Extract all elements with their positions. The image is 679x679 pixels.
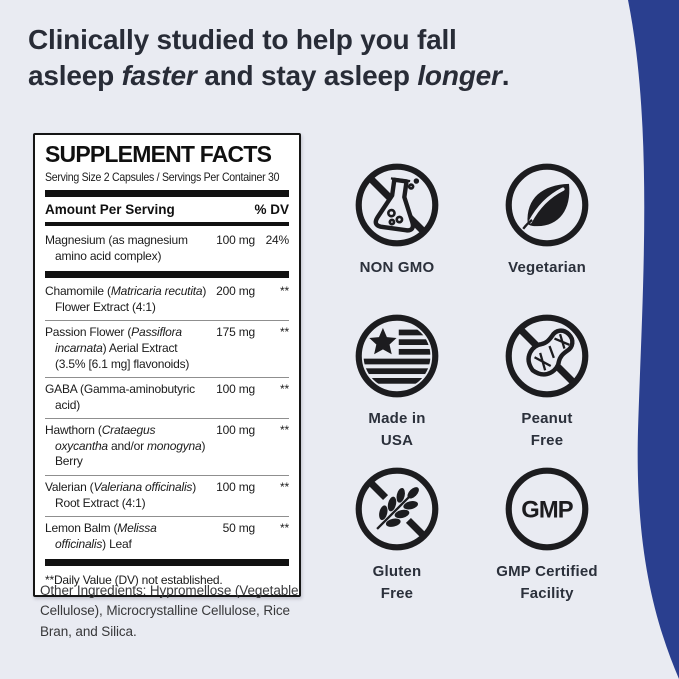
ingredient-name: GABA (Gamma-aminobutyric acid)	[45, 382, 195, 412]
gmp-circle-icon: GMP	[505, 467, 589, 551]
ingredient-dv: **	[280, 480, 289, 495]
headline-period: .	[501, 59, 510, 91]
badge-label-made-in-usa: Made in USA	[368, 410, 426, 449]
headline-line2-mid: and stay asleep	[196, 59, 418, 91]
no-gmo-flask-icon	[355, 163, 439, 247]
certification-badges: NON GMO Vegetarian	[322, 161, 632, 605]
ingredient-row: Lemon Balm (Melissa officinalis) Leaf 50 …	[45, 517, 289, 557]
facts-column-header: Amount Per Serving % DV	[45, 199, 289, 220]
ingredient-name: Valerian (Valeriana officinalis) Root Ex…	[45, 480, 197, 510]
badge-non-gmo: NON GMO	[353, 161, 441, 279]
ingredient-amount: 100 mg	[216, 232, 255, 247]
ingredient-row: Passion Flower (Passiflora incarnata) Ae…	[45, 321, 289, 377]
no-wheat-icon	[355, 467, 439, 551]
divider-thin	[45, 376, 289, 378]
ingredient-row: Hawthorn (Crataegus oxycantha and/or mon…	[45, 419, 289, 475]
badge-label-vegetarian: Vegetarian	[508, 259, 586, 276]
badge-gluten-free: Gluten Free	[353, 465, 441, 605]
ingredient-amount: 200 mg	[216, 284, 255, 299]
divider-thin	[45, 319, 289, 321]
supplement-facts-panel: SUPPLEMENT FACTS Serving Size 2 Capsules…	[33, 133, 301, 597]
divider-thin	[45, 515, 289, 517]
ingredient-row: Chamomile (Matricaria recutita) Flower E…	[45, 280, 289, 320]
badge-label-gmp-certified: GMP Certified Facility	[496, 563, 598, 602]
headline-emphasis-faster: faster	[121, 59, 197, 91]
ingredient-dv: **	[280, 382, 289, 397]
divider-thin	[45, 474, 289, 476]
badge-peanut-free: Peanut Free	[503, 312, 591, 452]
ingredient-amount: 175 mg	[216, 325, 255, 340]
amount-per-serving-label: Amount Per Serving	[45, 202, 175, 218]
headline-line2-start: asleep	[28, 59, 122, 91]
divider-thin	[45, 417, 289, 419]
ingredient-row: GABA (Gamma-aminobutyric acid) 100 mg **	[45, 378, 289, 418]
badge-label-non-gmo: NON GMO	[359, 259, 435, 276]
ingredient-name: Chamomile (Matricaria recutita) Flower E…	[45, 284, 207, 314]
headline-emphasis-longer: longer	[417, 59, 502, 91]
badge-made-in-usa: Made in USA	[353, 312, 441, 452]
ingredient-name: Hawthorn (Crataegus oxycantha and/or mon…	[45, 423, 206, 469]
daily-value-footnote: **Daily Value (DV) not established.	[45, 572, 223, 587]
ingredient-amount: 100 mg	[216, 480, 255, 495]
badge-gmp-certified: GMP GMP Certified Facility	[496, 465, 598, 605]
ingredient-name: Lemon Balm (Melissa officinalis) Leaf	[45, 521, 157, 551]
serving-size-line: Serving Size 2 Capsules / Servings Per C…	[45, 170, 280, 185]
ingredient-row: Valerian (Valeriana officinalis) Root Ex…	[45, 476, 289, 516]
ingredient-name: Passion Flower (Passiflora incarnata) Ae…	[45, 325, 190, 371]
divider-thick	[45, 270, 289, 278]
leaf-icon	[505, 163, 589, 247]
divider-thick	[45, 190, 289, 198]
ingredient-amount: 100 mg	[216, 423, 255, 438]
ingredient-name: Magnesium (as magnesium amino acid compl…	[45, 232, 188, 263]
ingredient-rows: Magnesium (as magnesium amino acid compl…	[45, 228, 289, 566]
ingredient-dv: **	[280, 423, 289, 438]
supplement-facts-title: SUPPLEMENT FACTS	[45, 141, 272, 167]
badge-label-gluten-free: Gluten Free	[372, 563, 422, 602]
gmp-icon-text: GMP	[521, 496, 573, 523]
headline: Clinically studied to help you fall asle…	[28, 22, 648, 94]
ingredient-amount: 100 mg	[216, 382, 255, 397]
ingredient-amount: 50 mg	[222, 521, 256, 536]
usa-flag-icon	[355, 314, 439, 398]
badge-vegetarian: Vegetarian	[503, 161, 591, 279]
headline-line1: Clinically studied to help you fall	[28, 24, 457, 55]
ingredient-dv: **	[280, 325, 289, 340]
no-peanut-icon	[505, 314, 589, 398]
percent-dv-label: % DV	[254, 202, 289, 218]
ingredient-dv: 24%	[265, 232, 290, 247]
badge-label-peanut-free: Peanut Free	[521, 410, 573, 449]
ingredient-row: Magnesium (as magnesium amino acid compl…	[45, 228, 289, 268]
ingredient-dv: **	[280, 521, 289, 536]
other-ingredients-text: Other Ingredients: Hypromellose (Vegetab…	[40, 583, 299, 639]
divider-medium	[45, 222, 289, 227]
divider-thick	[45, 558, 289, 566]
ingredient-dv: **	[280, 284, 289, 299]
